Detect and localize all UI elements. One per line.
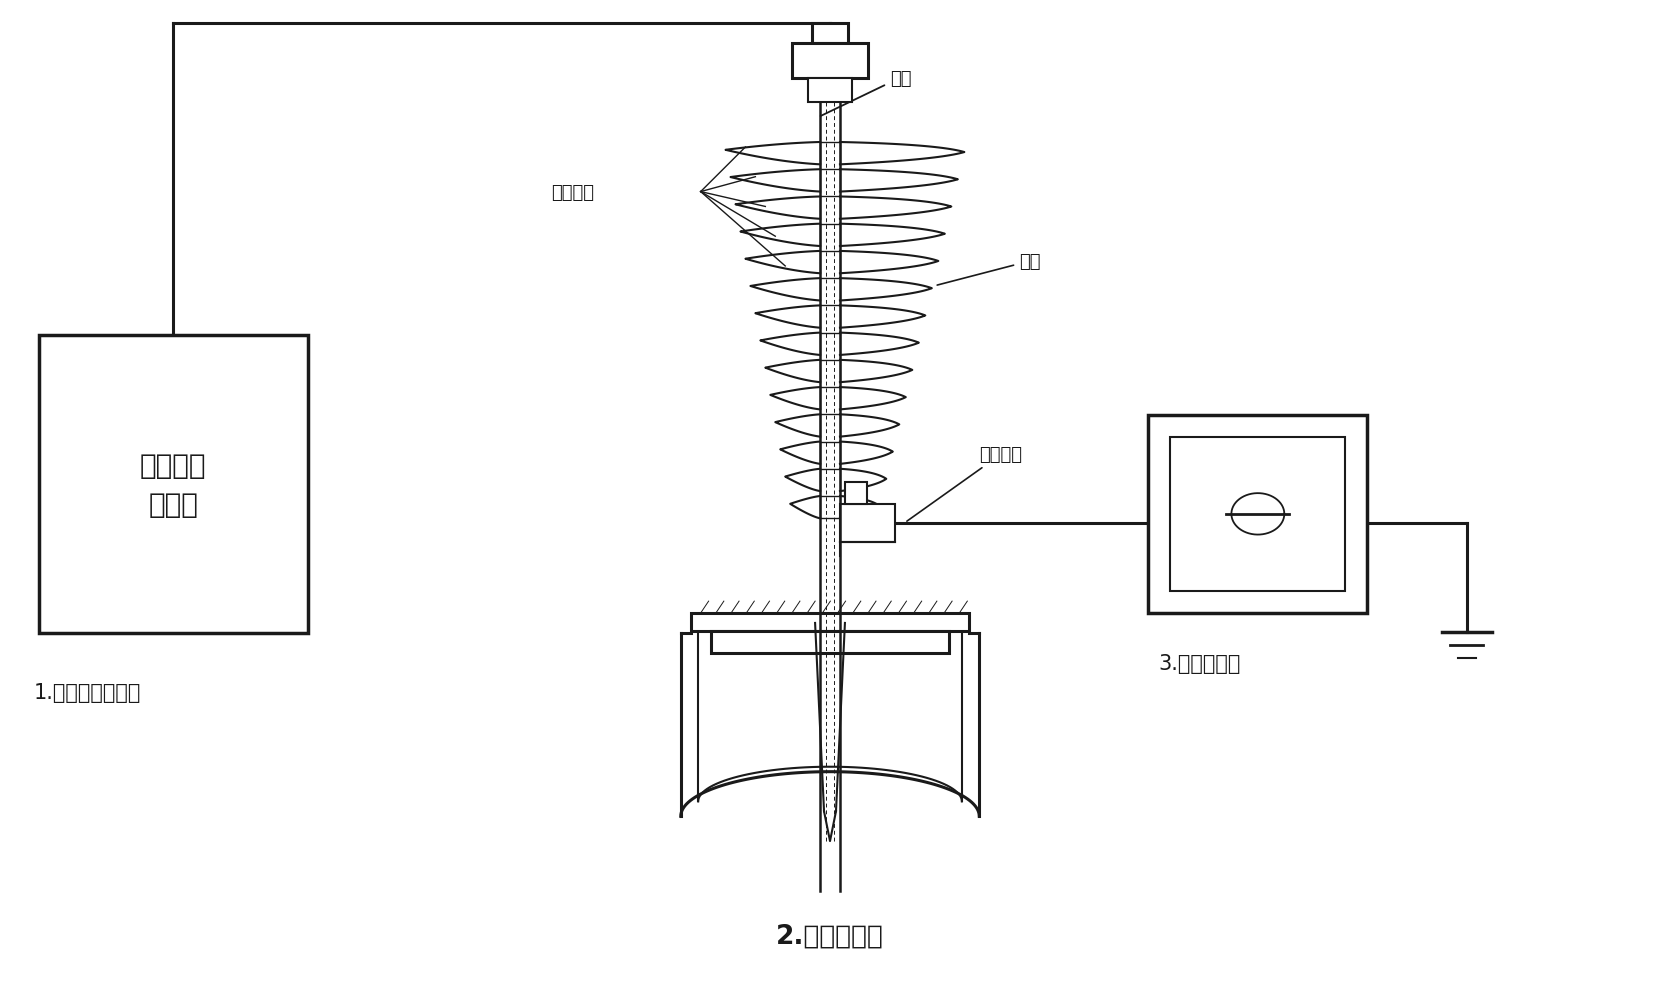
Bar [711,631,950,653]
Text: 2.变压器套管: 2.变压器套管 [775,922,884,948]
Bar [38,336,308,633]
Bar [1148,415,1368,613]
Bar [812,24,849,44]
Bar [809,79,852,103]
Bar [691,613,970,631]
Bar [840,504,895,542]
Text: 1.冲击电压发生器: 1.冲击电压发生器 [33,683,141,703]
Text: 末屏抽头: 末屏抽头 [907,446,1022,522]
Bar [845,483,867,504]
Text: 冲击电压
发生器: 冲击电压 发生器 [140,451,206,518]
Bar [792,44,869,79]
Bar [1170,437,1346,591]
Text: 导杆: 导杆 [820,70,912,117]
Text: 3.电流传感器: 3.电流传感器 [1158,653,1241,673]
Text: 瓷套: 瓷套 [937,252,1040,286]
Text: 电容极板: 电容极板 [551,183,594,202]
